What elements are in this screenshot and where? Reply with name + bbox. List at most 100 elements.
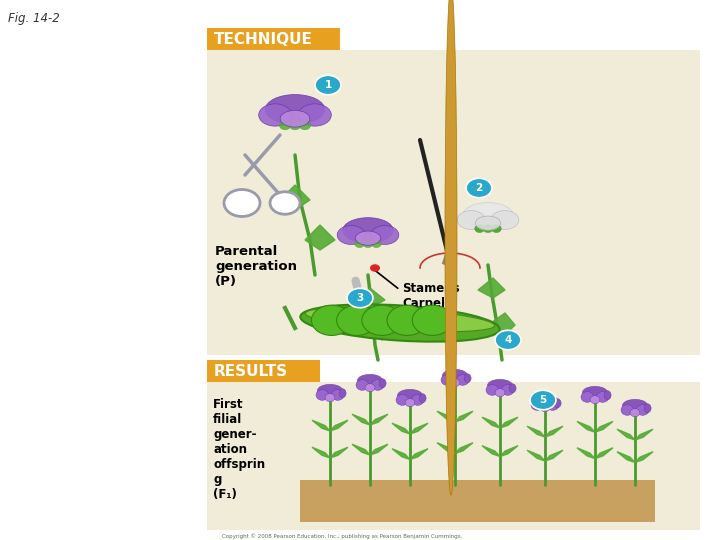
Text: Copyright © 2008 Pearson Education, Inc., publishing as Pearson Benjamin Cumming: Copyright © 2008 Pearson Education, Inc.… bbox=[222, 533, 462, 538]
Circle shape bbox=[362, 305, 402, 335]
Ellipse shape bbox=[280, 110, 310, 127]
Circle shape bbox=[370, 264, 380, 272]
Polygon shape bbox=[410, 449, 428, 460]
Polygon shape bbox=[352, 414, 370, 425]
Ellipse shape bbox=[509, 384, 516, 393]
Ellipse shape bbox=[621, 404, 634, 415]
Bar bbox=[207, 360, 320, 382]
Polygon shape bbox=[500, 446, 518, 456]
Ellipse shape bbox=[318, 384, 343, 397]
Polygon shape bbox=[305, 225, 335, 250]
Ellipse shape bbox=[581, 392, 593, 402]
Text: RESULTS: RESULTS bbox=[214, 363, 288, 379]
Circle shape bbox=[224, 190, 260, 217]
Ellipse shape bbox=[300, 305, 500, 342]
Ellipse shape bbox=[419, 394, 426, 403]
Polygon shape bbox=[392, 449, 410, 460]
Text: TECHNIQUE: TECHNIQUE bbox=[214, 31, 313, 46]
Ellipse shape bbox=[487, 379, 513, 392]
Ellipse shape bbox=[289, 120, 301, 130]
Ellipse shape bbox=[596, 392, 609, 402]
Polygon shape bbox=[595, 448, 613, 458]
Circle shape bbox=[495, 330, 521, 350]
Polygon shape bbox=[370, 414, 388, 425]
Ellipse shape bbox=[325, 394, 335, 402]
Polygon shape bbox=[577, 448, 595, 458]
Ellipse shape bbox=[356, 231, 381, 245]
Ellipse shape bbox=[441, 375, 454, 386]
Polygon shape bbox=[500, 417, 518, 428]
Ellipse shape bbox=[363, 240, 373, 248]
Polygon shape bbox=[482, 417, 500, 428]
Ellipse shape bbox=[501, 384, 514, 395]
Text: 2: 2 bbox=[475, 183, 482, 193]
Ellipse shape bbox=[464, 374, 471, 383]
Ellipse shape bbox=[372, 240, 382, 248]
Text: Stamens
Carpel: Stamens Carpel bbox=[402, 282, 459, 310]
Polygon shape bbox=[617, 451, 635, 462]
Ellipse shape bbox=[492, 225, 501, 233]
Ellipse shape bbox=[456, 375, 469, 386]
Ellipse shape bbox=[483, 225, 493, 233]
Polygon shape bbox=[392, 423, 410, 434]
Ellipse shape bbox=[299, 120, 310, 130]
Text: 4: 4 bbox=[504, 335, 512, 345]
Ellipse shape bbox=[604, 391, 611, 400]
Circle shape bbox=[315, 75, 341, 94]
Bar bbox=[207, 50, 700, 355]
Polygon shape bbox=[478, 278, 505, 298]
Ellipse shape bbox=[316, 390, 328, 400]
Polygon shape bbox=[370, 444, 388, 455]
Polygon shape bbox=[545, 426, 563, 437]
Ellipse shape bbox=[442, 369, 467, 382]
Circle shape bbox=[347, 288, 373, 308]
Ellipse shape bbox=[305, 307, 495, 332]
Ellipse shape bbox=[644, 404, 651, 413]
Ellipse shape bbox=[411, 395, 424, 406]
Ellipse shape bbox=[532, 394, 557, 407]
Circle shape bbox=[413, 305, 453, 335]
Ellipse shape bbox=[474, 225, 485, 233]
Ellipse shape bbox=[379, 379, 386, 388]
Polygon shape bbox=[437, 411, 455, 422]
Ellipse shape bbox=[457, 211, 485, 229]
Ellipse shape bbox=[531, 400, 544, 410]
Ellipse shape bbox=[279, 120, 291, 130]
Circle shape bbox=[312, 305, 352, 335]
Polygon shape bbox=[545, 450, 563, 461]
Ellipse shape bbox=[546, 400, 559, 410]
Polygon shape bbox=[527, 426, 545, 437]
Polygon shape bbox=[577, 421, 595, 432]
Polygon shape bbox=[527, 450, 545, 461]
Polygon shape bbox=[437, 443, 455, 454]
Circle shape bbox=[466, 178, 492, 198]
Ellipse shape bbox=[495, 389, 505, 397]
Polygon shape bbox=[330, 447, 348, 458]
Ellipse shape bbox=[337, 226, 365, 245]
Ellipse shape bbox=[331, 390, 344, 400]
Ellipse shape bbox=[405, 399, 415, 407]
Text: First
filial
gener-
ation
offsprin
g
(F₁): First filial gener- ation offsprin g (F₁… bbox=[213, 398, 265, 501]
Ellipse shape bbox=[475, 216, 500, 230]
Circle shape bbox=[270, 192, 300, 214]
Text: 3: 3 bbox=[356, 293, 364, 303]
Ellipse shape bbox=[298, 104, 331, 126]
Ellipse shape bbox=[636, 404, 649, 415]
Ellipse shape bbox=[355, 240, 364, 248]
Ellipse shape bbox=[445, 0, 457, 495]
Ellipse shape bbox=[265, 94, 325, 124]
Text: 1: 1 bbox=[325, 80, 332, 90]
Polygon shape bbox=[330, 420, 348, 431]
Ellipse shape bbox=[372, 380, 384, 390]
Polygon shape bbox=[312, 420, 330, 431]
Ellipse shape bbox=[491, 211, 519, 229]
Polygon shape bbox=[635, 451, 653, 462]
Bar bbox=[300, 480, 655, 522]
Polygon shape bbox=[635, 429, 653, 440]
Ellipse shape bbox=[590, 396, 600, 404]
Ellipse shape bbox=[343, 218, 393, 243]
Bar bbox=[207, 28, 340, 50]
Bar bbox=[207, 382, 700, 530]
Ellipse shape bbox=[622, 399, 647, 412]
Ellipse shape bbox=[463, 202, 513, 228]
